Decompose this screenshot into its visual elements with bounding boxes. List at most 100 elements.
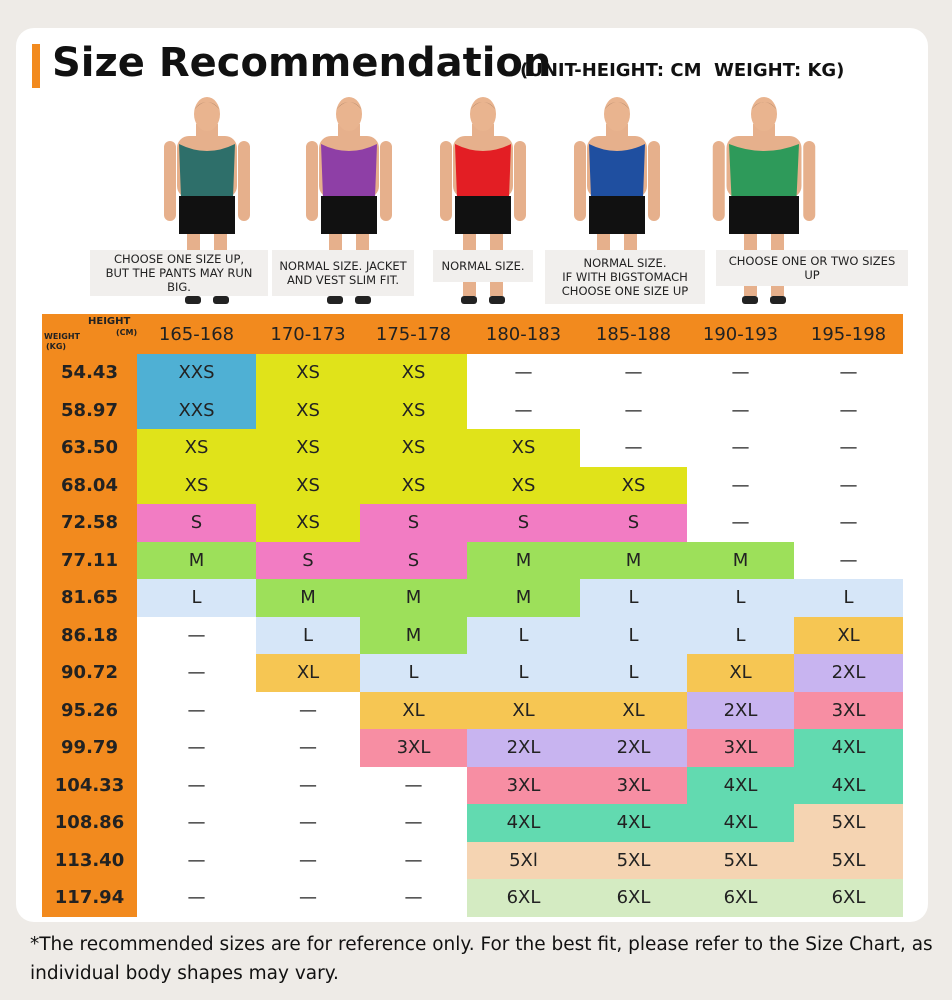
size-cell: —: [687, 429, 794, 467]
size-cell: —: [137, 841, 256, 879]
size-cell: L: [137, 579, 256, 617]
size-cell: —: [360, 804, 467, 842]
size-cell: M: [467, 579, 580, 617]
size-cell: S: [467, 504, 580, 542]
size-cell: M: [256, 579, 360, 617]
size-cell: —: [360, 879, 467, 917]
size-cell: XS: [137, 429, 256, 467]
size-cell: —: [794, 466, 903, 504]
size-cell: —: [137, 616, 256, 654]
column-header: 180-183: [467, 314, 580, 354]
size-cell: XL: [467, 691, 580, 729]
column-header: 185-188: [580, 314, 687, 354]
footnote: *The recommended sizes are for reference…: [30, 934, 933, 984]
weight-cell: 117.94: [42, 879, 137, 917]
title: Size Recommendation: [52, 40, 552, 86]
size-cell: —: [467, 354, 580, 392]
size-cell: M: [580, 541, 687, 579]
size-cell: XS: [467, 429, 580, 467]
figure: [712, 97, 816, 304]
size-cell: L: [256, 616, 360, 654]
size-cell: 2XL: [467, 729, 580, 767]
figure: [440, 97, 526, 304]
figure-caption: NORMAL SIZE. IF WITH BIGSTOMACH CHOOSE O…: [545, 250, 705, 304]
size-cell: —: [794, 541, 903, 579]
size-cell: XS: [256, 429, 360, 467]
size-cell: XS: [256, 504, 360, 542]
size-cell: 3XL: [580, 766, 687, 804]
size-cell: —: [256, 879, 360, 917]
size-cell: —: [794, 391, 903, 429]
size-cell: —: [137, 691, 256, 729]
size-cell: XS: [256, 466, 360, 504]
size-cell: 6XL: [687, 879, 794, 917]
size-cell: L: [580, 579, 687, 617]
column-header: 175-178: [360, 314, 467, 354]
size-cell: M: [687, 541, 794, 579]
size-cell: L: [580, 654, 687, 692]
weight-cell: 99.79: [42, 729, 137, 767]
weight-cell: 77.11: [42, 541, 137, 579]
size-cell: —: [137, 654, 256, 692]
figure-caption: CHOOSE ONE SIZE UP, BUT THE PANTS MAY RU…: [90, 250, 268, 296]
size-cell: —: [256, 729, 360, 767]
size-cell: 3XL: [360, 729, 467, 767]
size-cell: 6XL: [794, 879, 903, 917]
size-cell: L: [687, 616, 794, 654]
height-unit: (CM): [116, 328, 138, 337]
size-cell: —: [794, 429, 903, 467]
size-cell: XS: [360, 466, 467, 504]
size-cell: L: [360, 654, 467, 692]
size-cell: M: [360, 616, 467, 654]
size-cell: —: [137, 804, 256, 842]
size-cell: L: [794, 579, 903, 617]
column-header: 195-198: [794, 314, 903, 354]
size-cell: XS: [256, 391, 360, 429]
size-cell: —: [256, 691, 360, 729]
size-cell: M: [467, 541, 580, 579]
size-cell: XS: [467, 466, 580, 504]
size-cell: 5XL: [580, 841, 687, 879]
column-header: 165-168: [137, 314, 256, 354]
weight-cell: 81.65: [42, 579, 137, 617]
size-cell: —: [580, 429, 687, 467]
size-cell: —: [360, 766, 467, 804]
size-cell: XL: [256, 654, 360, 692]
weight-cell: 113.40: [42, 841, 137, 879]
size-cell: —: [687, 391, 794, 429]
size-cell: XS: [256, 354, 360, 392]
size-cell: L: [687, 579, 794, 617]
height-label: HEIGHT: [88, 316, 131, 327]
size-cell: —: [360, 841, 467, 879]
size-cell: M: [137, 541, 256, 579]
unit-note: (UNIT-HEIGHT: CM WEIGHT: KG): [520, 60, 845, 81]
size-cell: 2XL: [580, 729, 687, 767]
size-cell: —: [580, 391, 687, 429]
size-cell: L: [467, 654, 580, 692]
size-cell: —: [256, 766, 360, 804]
figure-caption: NORMAL SIZE.: [433, 250, 533, 282]
size-cell: 3XL: [467, 766, 580, 804]
size-cell: XL: [360, 691, 467, 729]
size-cell: XS: [360, 391, 467, 429]
size-cell: 2XL: [794, 654, 903, 692]
weight-cell: 90.72: [42, 654, 137, 692]
size-cell: 4XL: [794, 729, 903, 767]
size-cell: XS: [137, 466, 256, 504]
size-cell: 5XL: [687, 841, 794, 879]
weight-cell: 58.97: [42, 391, 137, 429]
size-cell: 5XL: [794, 841, 903, 879]
figure: [306, 97, 392, 304]
size-cell: S: [580, 504, 687, 542]
size-cell: —: [256, 804, 360, 842]
size-cell: S: [360, 504, 467, 542]
size-cell: XXS: [137, 354, 256, 392]
header-corner: HEIGHT (CM) WEIGHT (KG): [42, 314, 137, 354]
size-cell: —: [256, 841, 360, 879]
size-cell: —: [580, 354, 687, 392]
size-cell: —: [687, 466, 794, 504]
size-cell: XL: [687, 654, 794, 692]
weight-unit: (KG): [46, 342, 67, 351]
size-cell: XXS: [137, 391, 256, 429]
weight-cell: 104.33: [42, 766, 137, 804]
